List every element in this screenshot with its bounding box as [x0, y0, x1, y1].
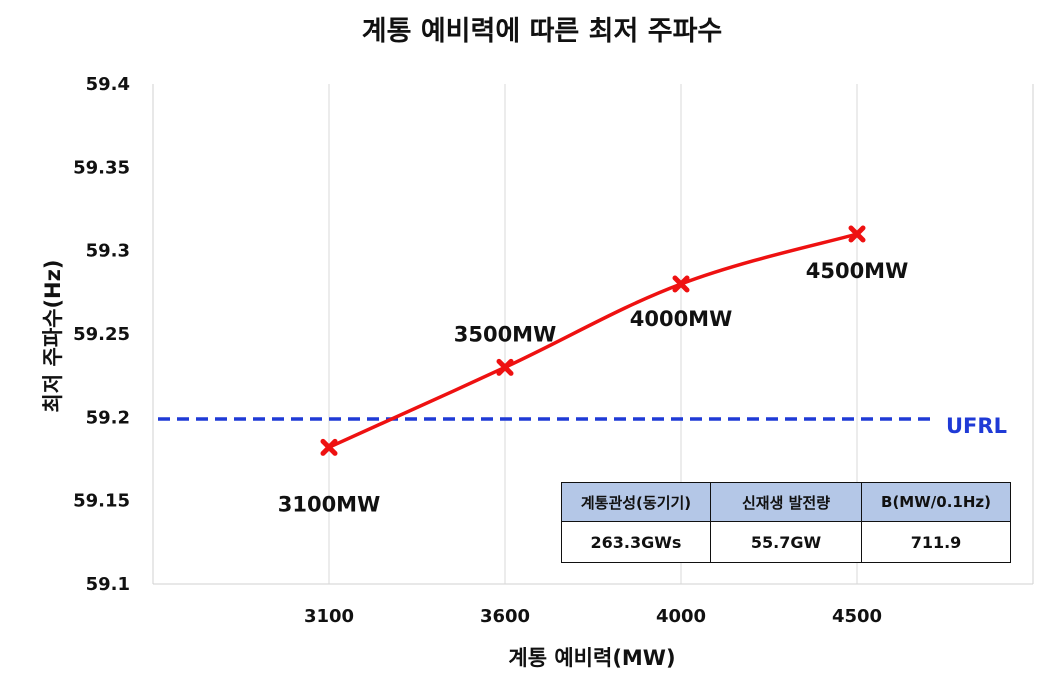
y-tick-label: 59.35: [73, 157, 130, 178]
info-table-header-row: 계통관성(동기기) 신재생 발전량 B(MW/0.1Hz): [561, 482, 1011, 522]
data-label: 3100MW: [278, 492, 381, 516]
marker-stroke: [672, 275, 690, 293]
y-tick-label: 59.3: [86, 241, 130, 262]
data-point-marker: [672, 275, 690, 293]
data-label: 4000MW: [630, 307, 733, 331]
marker-stroke: [320, 438, 338, 456]
y-tick-label: 59.2: [86, 407, 130, 428]
x-axis-label: 계통 예비력(MW): [508, 646, 675, 670]
series-line: [328, 232, 858, 449]
data-label: 4500MW: [806, 259, 909, 283]
marker-stroke: [848, 225, 866, 243]
y-tick-label: 59.15: [73, 491, 130, 512]
y-tick-label: 59.1: [86, 574, 130, 595]
y-tick-label: 59.4: [86, 74, 130, 95]
x-tick-labels: 3100 3600 4000 4500: [304, 606, 882, 627]
y-axis-label: 최저 주파수(Hz): [41, 260, 65, 413]
grid-layer: [152, 84, 1034, 585]
header-renewable: 신재생 발전량: [710, 482, 862, 522]
x-tick-label: 4000: [656, 606, 706, 627]
cell-renewable: 55.7GW: [710, 521, 862, 563]
ufrl-reference: UFRL: [158, 414, 1007, 438]
header-b-value: B(MW/0.1Hz): [861, 482, 1011, 522]
y-tick-label: 59.25: [73, 324, 130, 345]
info-table-row: 263.3GWs 55.7GW 711.9: [561, 521, 1011, 563]
x-tick-label: 3100: [304, 606, 354, 627]
marker-stroke: [496, 358, 514, 376]
info-table: 계통관성(동기기) 신재생 발전량 B(MW/0.1Hz) 263.3GWs 5…: [561, 482, 1011, 563]
x-tick-label: 3600: [480, 606, 530, 627]
cell-inertia: 263.3GWs: [561, 521, 711, 563]
data-point-marker: [496, 358, 514, 376]
data-point-marker: [848, 225, 866, 243]
data-label: 3500MW: [454, 322, 557, 346]
chart-title: 계통 예비력에 따른 최저 주파수: [362, 16, 723, 47]
y-tick-labels: 59.1 59.15 59.2 59.25 59.3 59.35 59.4: [73, 74, 130, 595]
header-inertia: 계통관성(동기기): [561, 482, 711, 522]
series-layer: 3100MW 3500MW 4000MW 4500MW: [278, 225, 909, 516]
cell-b-value: 711.9: [861, 521, 1011, 563]
x-tick-label: 4500: [832, 606, 882, 627]
data-point-marker: [320, 438, 338, 456]
ufrl-label: UFRL: [946, 414, 1007, 438]
